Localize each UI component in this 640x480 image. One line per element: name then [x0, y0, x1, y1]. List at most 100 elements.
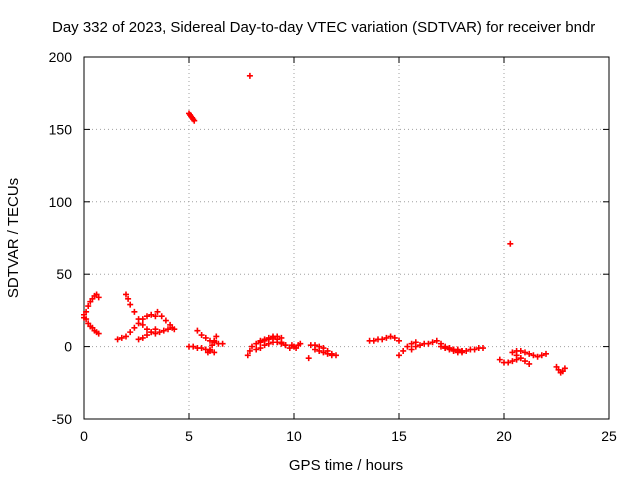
x-tick-label: 10 [286, 428, 302, 444]
series-arc-23 [496, 355, 524, 366]
data-point [438, 343, 444, 350]
series-arc-6 [154, 308, 178, 333]
data-point [144, 326, 150, 333]
data-point [190, 343, 197, 350]
data-point [446, 345, 453, 352]
series-arc-26 [553, 363, 568, 376]
data-point [95, 294, 102, 301]
x-tick-labels: 0 5 10 15 20 25 [80, 428, 617, 444]
data-point [118, 334, 125, 341]
data-point [526, 350, 533, 357]
data-point [162, 317, 169, 324]
y-axis-label: SDTVAR / TECUs [5, 178, 22, 298]
data-point [139, 334, 146, 341]
data-point [538, 352, 545, 359]
series-arc-17 [366, 333, 402, 344]
data-point [114, 336, 121, 343]
series-arc-16 [312, 346, 335, 359]
series-arc-8 [186, 343, 218, 356]
data-point [131, 308, 138, 315]
data-point [278, 339, 285, 346]
data-point [127, 329, 134, 336]
grid-layer [84, 57, 609, 419]
y-tick-labels: -50 0 50 100 150 200 [49, 49, 73, 427]
data-point [522, 349, 528, 356]
data-point [328, 352, 335, 359]
data-point [312, 346, 318, 353]
data-point [139, 321, 146, 328]
y-tick-label: 0 [64, 339, 72, 355]
data-point [396, 337, 402, 344]
series-point-1 [246, 72, 253, 79]
data-point [158, 313, 165, 320]
data-point [459, 347, 465, 354]
data-point [507, 240, 514, 247]
data-point [320, 349, 327, 356]
y-tick-label: 50 [56, 266, 72, 282]
data-point [370, 337, 377, 344]
data-point [274, 336, 281, 343]
data-point [412, 343, 419, 350]
data-point [131, 324, 138, 331]
data-point [209, 342, 216, 349]
data-point [135, 336, 142, 343]
data-point [144, 313, 150, 320]
data-point [391, 334, 398, 341]
data-point [257, 339, 264, 346]
data-point [152, 313, 159, 320]
x-tick-label: 15 [391, 428, 407, 444]
data-point [148, 329, 155, 336]
series-arc-13 [257, 334, 293, 352]
data-point [253, 340, 260, 347]
data-point [211, 349, 218, 356]
data-point [219, 340, 226, 347]
data-point [408, 340, 415, 347]
data-point [408, 346, 415, 353]
series-arc-5 [135, 326, 159, 343]
data-point [522, 358, 528, 365]
data-point [282, 342, 289, 349]
data-point [202, 334, 209, 341]
data-point [198, 345, 205, 352]
series-arc-14 [288, 340, 304, 352]
series-point-3 [507, 240, 514, 247]
series-arc-22 [438, 343, 465, 354]
data-point [211, 337, 218, 344]
data-point [244, 352, 251, 359]
series-arc-25 [513, 347, 549, 360]
data-point [471, 346, 478, 353]
data-point [123, 333, 129, 340]
data-point [270, 334, 276, 341]
data-point [207, 346, 213, 353]
data-point [246, 347, 253, 354]
data-point [191, 117, 198, 124]
points-layer [81, 72, 568, 376]
data-point [125, 295, 132, 302]
data-point [429, 339, 436, 346]
data-point [517, 355, 524, 362]
data-point [561, 365, 568, 372]
data-point [165, 326, 171, 333]
data-point [154, 308, 161, 315]
data-point [534, 353, 541, 360]
data-point [387, 333, 394, 340]
data-point [156, 329, 163, 336]
plot-frame [83, 56, 610, 420]
series-arc-7 [186, 110, 198, 124]
data-point [171, 326, 178, 333]
data-point [543, 350, 549, 357]
data-point [265, 336, 272, 343]
data-point [95, 330, 102, 337]
data-point [509, 358, 516, 365]
data-point [160, 327, 167, 334]
data-point [316, 347, 323, 354]
data-point [261, 337, 268, 344]
data-point [517, 347, 524, 354]
series-point-2 [305, 355, 312, 362]
data-point [297, 340, 304, 347]
y-tick-label: -50 [52, 411, 72, 427]
series-arc-24 [509, 349, 533, 367]
data-point [246, 72, 253, 79]
series-arc-9 [194, 327, 226, 347]
data-point [135, 316, 142, 323]
